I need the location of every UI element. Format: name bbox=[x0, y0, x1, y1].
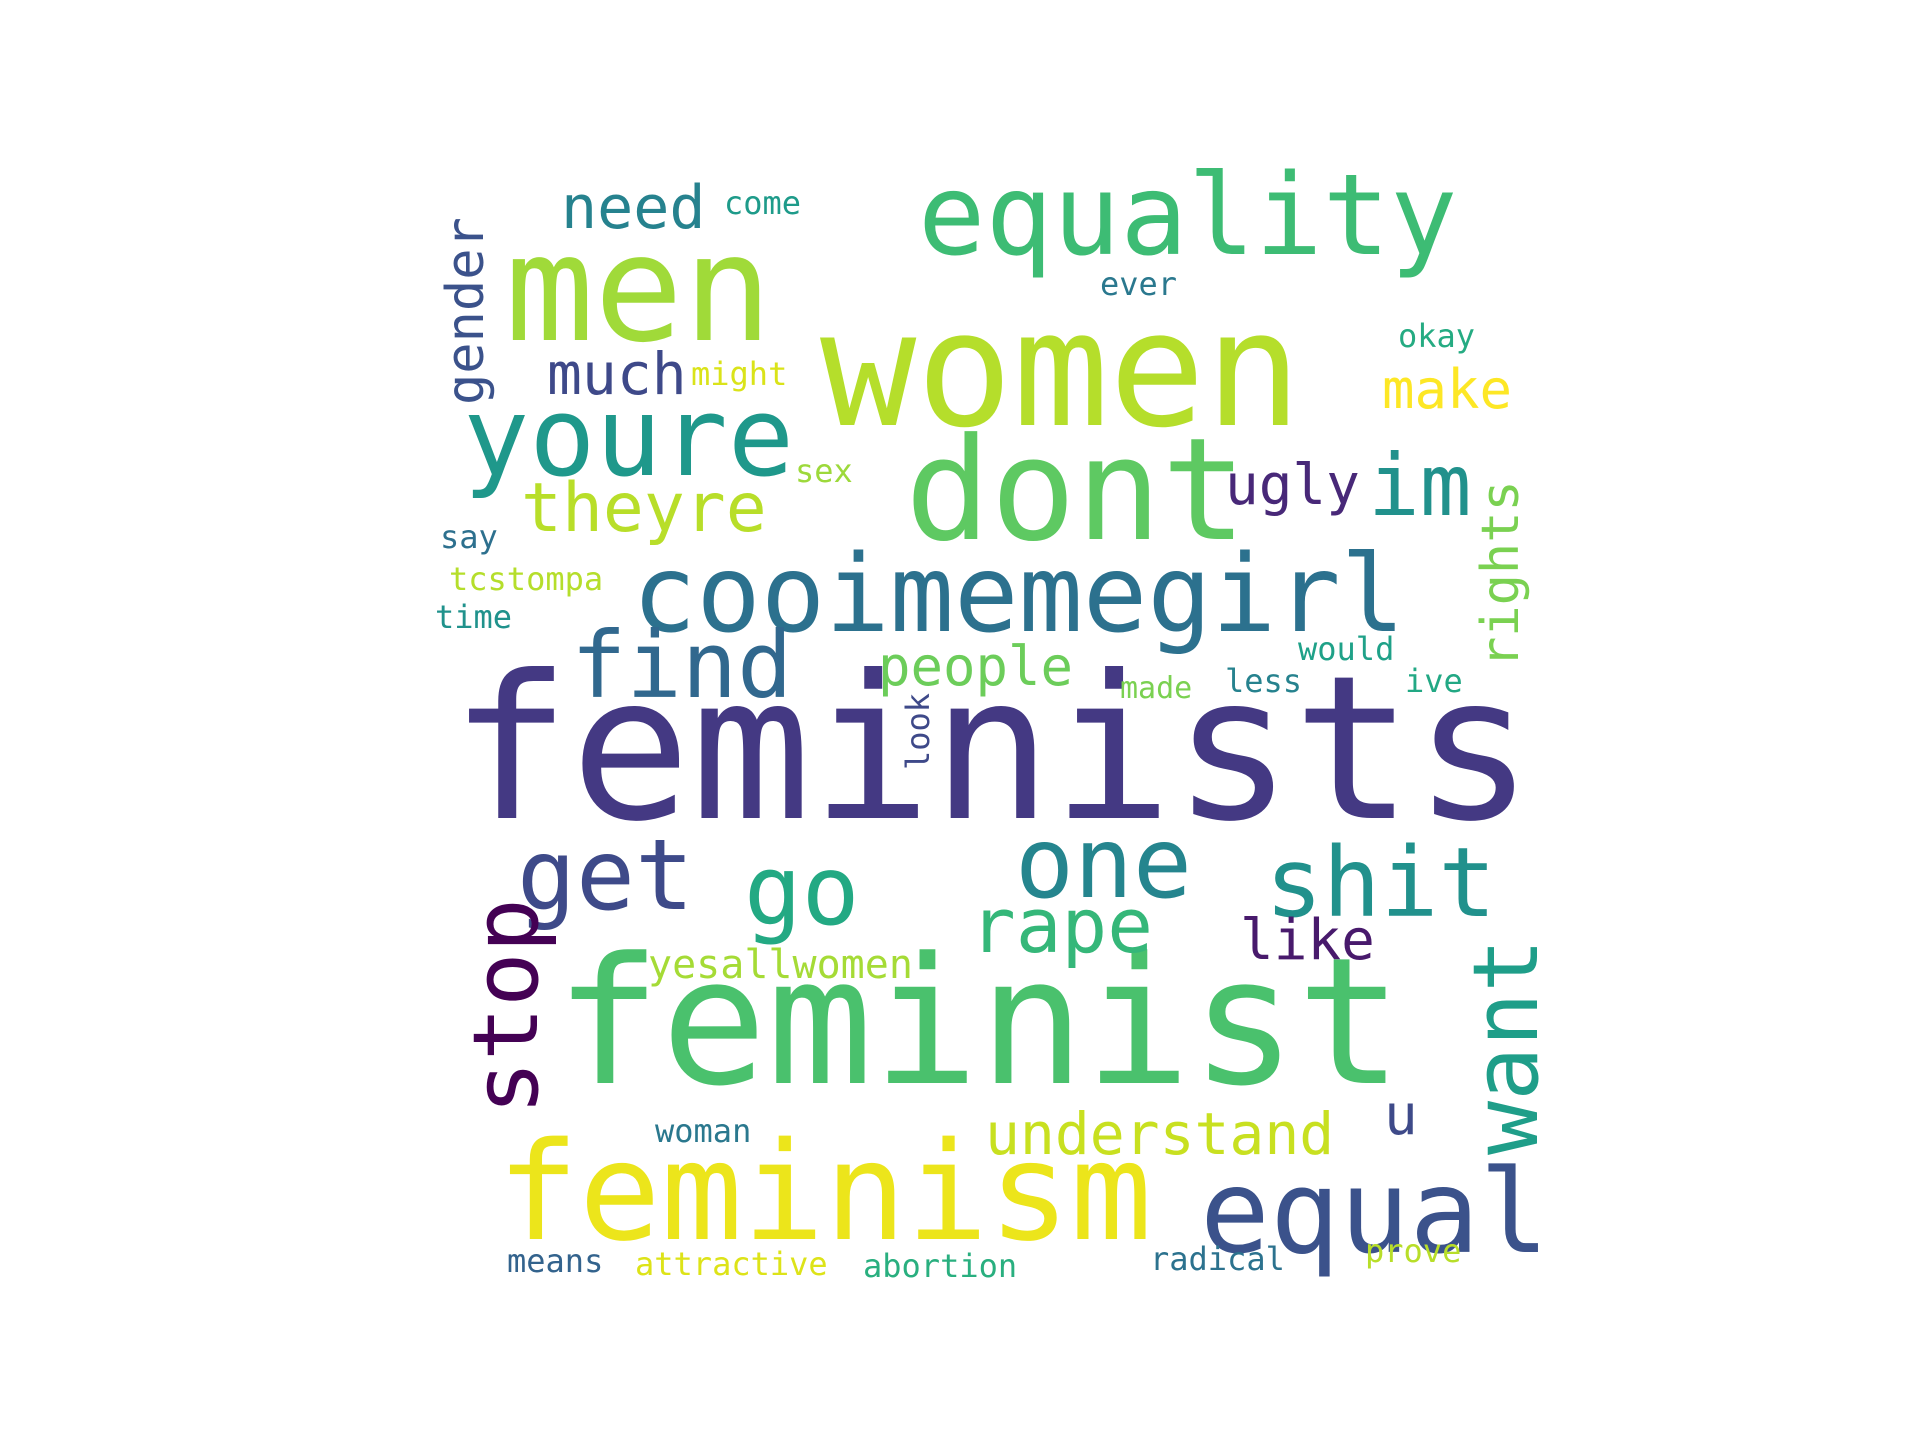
word-prove: prove bbox=[1365, 1232, 1462, 1270]
word-feminist: feminist bbox=[555, 920, 1403, 1125]
word-made: made bbox=[1120, 671, 1193, 706]
word-radical: radical bbox=[1150, 1240, 1285, 1278]
word-understand: understand bbox=[985, 1100, 1335, 1168]
word-would: would bbox=[1298, 630, 1395, 668]
word-tcstompa: tcstompa bbox=[449, 560, 604, 598]
word-look: look bbox=[899, 692, 937, 770]
word-theyre: theyre bbox=[521, 469, 767, 548]
word-like: like bbox=[1240, 908, 1375, 973]
word-feminists: feminists bbox=[450, 633, 1534, 866]
word-much: much bbox=[547, 340, 687, 408]
word-sex: sex bbox=[795, 452, 853, 490]
word-ugly: ugly bbox=[1225, 453, 1360, 518]
word-find: find bbox=[571, 612, 793, 719]
word-one: one bbox=[1015, 807, 1193, 921]
word-want: want bbox=[1454, 938, 1559, 1155]
word-come: come bbox=[724, 184, 802, 222]
word-men: men bbox=[505, 203, 773, 375]
word-rape: rape bbox=[970, 881, 1154, 970]
word-equality: equality bbox=[918, 151, 1458, 281]
word-might: might bbox=[691, 355, 788, 393]
word-u: u bbox=[1384, 1083, 1418, 1148]
word-dont: dont bbox=[905, 408, 1247, 573]
word-feminism: feminism bbox=[497, 1114, 1153, 1272]
word-equal: equal bbox=[1200, 1145, 1550, 1280]
word-rights: rights bbox=[1471, 480, 1531, 668]
word-ever: ever bbox=[1100, 265, 1178, 303]
word-yesallwomen: yesallwomen bbox=[648, 942, 913, 988]
word-gender: gender bbox=[436, 217, 496, 405]
word-cooimemegirl: cooimemegirl bbox=[632, 533, 1406, 657]
word-women: women bbox=[820, 276, 1302, 463]
word-go: go bbox=[744, 835, 860, 947]
word-stop: stop bbox=[454, 898, 559, 1115]
word-woman: woman bbox=[655, 1112, 752, 1150]
word-get: get bbox=[517, 819, 695, 933]
word-shit: shit bbox=[1265, 827, 1497, 939]
word-youre: youre bbox=[463, 373, 795, 501]
word-okay: okay bbox=[1398, 317, 1476, 355]
word-im: im bbox=[1368, 436, 1472, 536]
word-time: time bbox=[435, 598, 513, 636]
word-ive: ive bbox=[1405, 662, 1463, 700]
word-say: say bbox=[440, 518, 498, 556]
word-need: need bbox=[561, 173, 706, 243]
word-abortion: abortion bbox=[863, 1247, 1018, 1285]
word-attractive: attractive bbox=[635, 1245, 828, 1283]
word-means: means bbox=[507, 1242, 604, 1280]
word-less: less bbox=[1225, 662, 1303, 700]
word-people: people bbox=[878, 635, 1074, 698]
word-make: make bbox=[1382, 358, 1513, 421]
